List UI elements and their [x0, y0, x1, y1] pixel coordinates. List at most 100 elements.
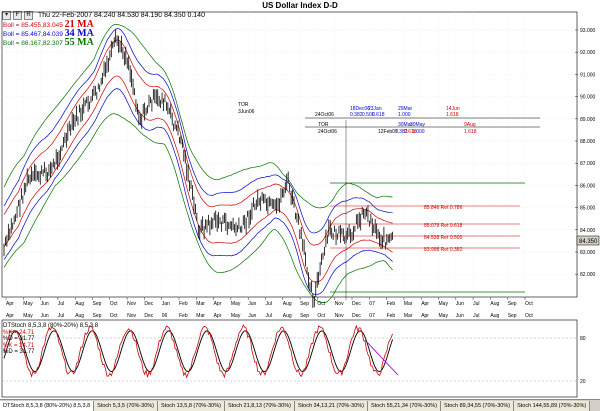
date-label-bottom: Sep — [508, 313, 517, 319]
boll-55-lower — [3, 113, 393, 304]
date-label-bottom: 06 — [162, 313, 168, 319]
date-label-top: Mar — [404, 301, 413, 307]
date-label-top: Jun — [248, 301, 256, 307]
price-tick-label: 88.000 — [580, 139, 596, 145]
date-label-bottom: Dec — [144, 313, 153, 319]
r-button[interactable]: R — [24, 11, 33, 20]
time-t7: 1.000 — [398, 112, 411, 118]
boll-34-lower — [3, 88, 393, 295]
date-label-top: Oct — [317, 301, 325, 307]
date-label-top: Jul — [266, 301, 272, 307]
date-label-top: Oct — [110, 301, 118, 307]
time-t8: 14Jun — [446, 106, 460, 112]
time-t1: 18Dec06 — [350, 106, 370, 112]
date-label-bottom: Sep — [93, 313, 102, 319]
menu-dropdown-button[interactable]: ▾ — [2, 11, 11, 20]
date-label-top: Jan — [162, 301, 170, 307]
date-label-bottom: Jun — [41, 313, 49, 319]
osc-title: DTStoch 8,5,3,8 (80%-20%) 8,5,3,8 — [3, 323, 99, 329]
price-tick-label: 92.000 — [580, 50, 596, 56]
price-tick-label: 84.000 — [580, 228, 596, 234]
time-t11: 0.382 — [395, 129, 408, 135]
date-label-top: Apr — [421, 301, 429, 307]
date-axis-top: Apr May Jun Jul Aug Sep Oct Nov Dec Jan Feb Mar Apr M… — [5, 297, 533, 307]
price-bars — [3, 29, 394, 308]
price-tick-label: 86.000 — [580, 183, 596, 189]
date-label-bottom: Apr — [421, 313, 429, 319]
indicator-tabs: DTStoch 8,5,3,8 (80%-20%) 8,5,3,8 Stoch … — [0, 399, 600, 411]
bollinger-bands — [3, 24, 393, 304]
date-label-top: Sep — [93, 301, 102, 307]
date-label-bottom: Feb — [387, 313, 396, 319]
boll-55-upper — [3, 24, 393, 209]
date-label-bottom: Jul — [266, 313, 272, 319]
date-label-top: Feb — [387, 301, 396, 307]
fib-label-500: 84.538 Ret 0.500 — [424, 235, 463, 241]
date-label-top: Dec — [352, 301, 361, 307]
osc-axis-80: 80 — [580, 336, 586, 342]
time-t9: 1.618 — [446, 112, 459, 118]
date-label-top: Jun — [456, 301, 464, 307]
fib-label-382: 83.998 Ret 0.382 — [424, 247, 463, 253]
date-label-top: Dec — [144, 301, 153, 307]
date-label-bottom: Jul — [58, 313, 64, 319]
price-tick-label: 91.000 — [580, 72, 596, 78]
date-label-top: May — [231, 301, 241, 307]
price-tick-label: 90.000 — [580, 95, 596, 101]
price-tick-label: 85.000 — [580, 206, 596, 212]
date-label-bottom: May — [231, 313, 241, 319]
time-t6: 29Mar — [398, 106, 413, 112]
date-label-top: Oct — [525, 301, 533, 307]
date-label-bottom: Sep — [300, 313, 309, 319]
tor-date-2: 24Oct06 — [315, 112, 334, 118]
price-tick-label: 82.000 — [580, 272, 596, 278]
oscillator-legend: DTStoch 8,5,3,8 (80%-20%) 8,5,3,8 %K = 2… — [3, 323, 98, 356]
date-label-top: Feb — [179, 301, 188, 307]
tab-stoch-34[interactable]: Stoch 34,13,21 (70%-30%) — [294, 400, 368, 411]
date-label-bottom: Feb — [179, 313, 188, 319]
price-chart[interactable]: 93.000 92.000 91.000 90.000 89.000 88.000 87.0… — [0, 0, 600, 400]
date-label-bottom: Aug — [75, 313, 84, 319]
date-label-top: Mar — [196, 301, 205, 307]
quote-readout: Thu 22-Feb-2007 84.240 84.530 84.190 84.… — [38, 12, 205, 19]
tab-stoch-89[interactable]: Stoch 89,34,55 (70%-30%) — [441, 400, 515, 411]
oscillator — [3, 324, 394, 379]
time-t14: 1.000 — [412, 129, 425, 135]
last-price-label: 84.350 — [579, 239, 598, 245]
time-t16: 1.618 — [464, 129, 477, 135]
date-label-top: Sep — [300, 301, 309, 307]
time-t3: 0.382 — [350, 112, 363, 118]
osc-k2: %K = 24.71 — [3, 342, 35, 349]
last-price-box — [576, 235, 600, 246]
osc-d-line — [3, 330, 394, 373]
date-label-bottom: Nov — [127, 313, 136, 319]
date-label-bottom: Dec — [352, 313, 361, 319]
date-label-top: 07 — [369, 301, 375, 307]
date-label-top: Aug — [490, 301, 499, 307]
fib-levels — [305, 117, 540, 300]
time-t2: 23Jan — [368, 106, 382, 112]
f-button[interactable]: F — [13, 11, 22, 20]
boll-34-upper — [3, 28, 393, 234]
tab-stoch-13[interactable]: Stoch 13,5,8 (70%-30%) — [158, 400, 225, 411]
date-label-bottom: Jul — [473, 313, 479, 319]
tab-stoch-55[interactable]: Stoch 55,21,34 (70%-30%) — [367, 400, 442, 411]
date-label-bottom: Apr — [6, 313, 14, 319]
date-axis-bottom: Apr May Jun Jul Aug Sep Oct Nov Dec 06 Feb Mar Apr Ma… — [6, 313, 533, 319]
time-t5: 0.618 — [372, 112, 385, 118]
date-label-bottom: Oct — [317, 313, 325, 319]
chart-title: US Dollar Index D-D — [262, 1, 338, 10]
tab-stoch-21[interactable]: Stoch 21,8,13 (70%-30%) — [224, 400, 295, 411]
tab-dtstoch[interactable]: DTStoch 8,5,3,8 (80%-20%) 8,5,3,8 — [0, 400, 95, 411]
date-label-top: Jun — [41, 301, 49, 307]
tab-stoch-144[interactable]: Stoch 144,55,89 (70%-30%) — [514, 400, 591, 411]
date-label-bottom: 07 — [369, 313, 375, 319]
oscillator-panel-border — [1, 319, 578, 398]
time-t4: 0.500 — [362, 112, 375, 118]
price-tick-label: 89.000 — [580, 117, 596, 123]
tab-stoch-5[interactable]: Stoch 5,3,5 (70%-30%) — [94, 400, 159, 411]
osc-trend-line — [364, 339, 399, 376]
date-label-bottom: Jun — [456, 313, 464, 319]
fib-label-618: 85.079 Ret 0.618 — [424, 223, 463, 229]
